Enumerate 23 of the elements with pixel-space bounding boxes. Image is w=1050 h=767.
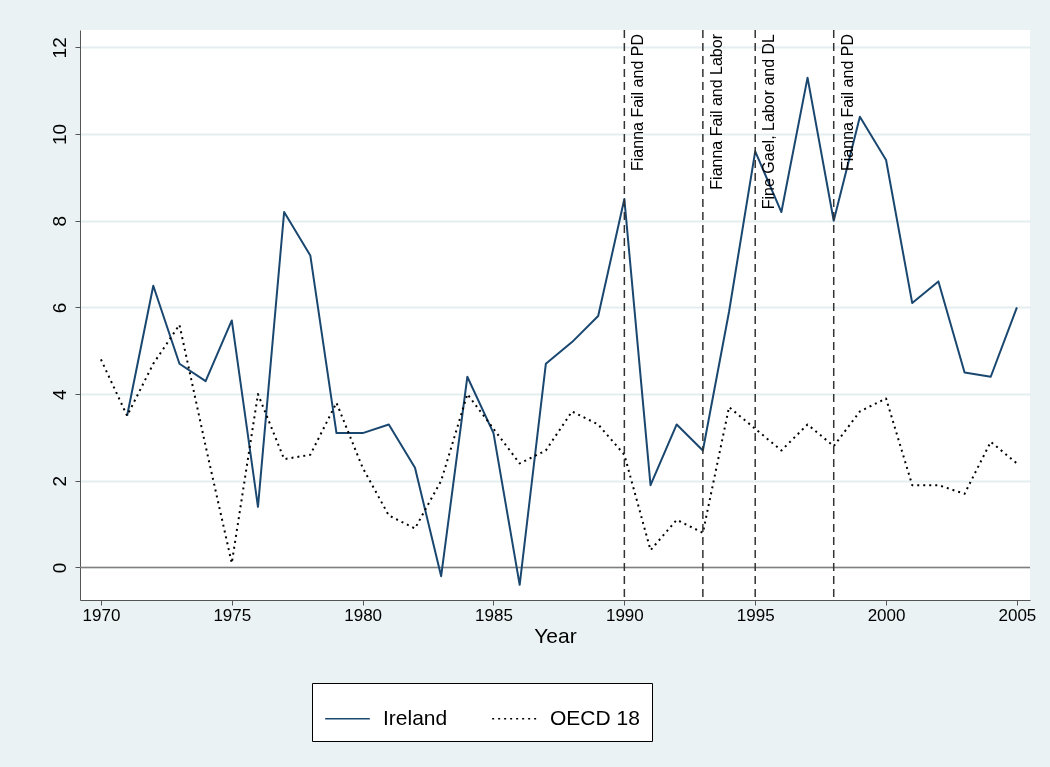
x-tick-label: 2000 [867, 605, 906, 625]
y-tick-label: 12 [48, 37, 70, 59]
legend-label: OECD 18 [550, 705, 640, 729]
x-tick-label: 1995 [736, 605, 775, 625]
x-tick-label: 1985 [475, 605, 513, 625]
x-tick-label: 1970 [82, 605, 121, 625]
ref-line-label: Fianna Fail and PD [629, 34, 647, 171]
y-tick-label: 2 [48, 476, 70, 487]
ref-line-label: Fianna Fail and Labor [707, 33, 725, 190]
x-tick-label: 1975 [213, 605, 252, 625]
ref-line-label: Fine Gael, Labor and DL [760, 33, 778, 210]
y-tick-label: 6 [48, 302, 70, 314]
y-tick-label: 10 [48, 123, 70, 146]
x-tick-label: 1990 [605, 605, 644, 625]
x-tick-label: 1980 [344, 605, 383, 625]
line-series [99, 323, 1018, 565]
legend-label: Ireland [383, 705, 448, 729]
x-axis-title: Year [534, 623, 577, 647]
y-tick-label: 8 [48, 215, 70, 227]
y-tick-label: 4 [48, 388, 70, 400]
y-tick-label: 0 [48, 562, 70, 574]
x-tick-label: 2005 [998, 605, 1037, 625]
ref-line-label: Fianna Fail and PD [838, 34, 856, 171]
